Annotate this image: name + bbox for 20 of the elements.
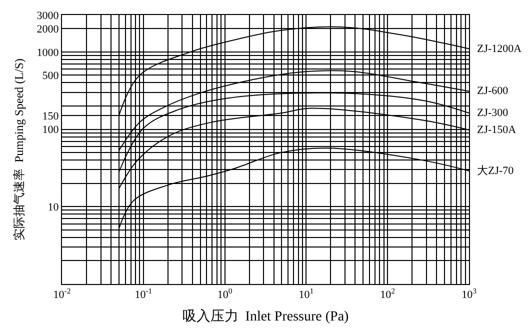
x-tick-label: 10$^{2}$ <box>380 286 396 302</box>
x-tick-label: 10$^{-2}$ <box>53 286 71 302</box>
series-label: ZJ-150A <box>477 124 516 136</box>
series-label: 大ZJ-70 <box>477 164 514 177</box>
y-tick-label: 150 <box>42 110 60 122</box>
y-tick-label: 3000 <box>36 10 60 22</box>
y-tick-label: 2000 <box>36 23 60 36</box>
series-label: ZJ-600 <box>477 85 509 97</box>
x-tick-label: 10$^{0}$ <box>217 286 232 302</box>
y-tick-label: 10 <box>48 201 60 214</box>
y-axis-title: 实际抽气速率 Pumping Speed (L/S) <box>12 58 26 240</box>
y-tick-label: 1000 <box>36 46 60 59</box>
x-tick-label: 10$^{1}$ <box>298 286 314 302</box>
y-tick-label: 100 <box>42 124 60 136</box>
x-tick-label: 10$^{-1}$ <box>134 286 152 302</box>
y-tick-label: 500 <box>42 70 60 82</box>
series-label: ZJ-300 <box>477 107 509 119</box>
series-label: ZJ-1200A <box>477 43 522 55</box>
x-tick-label: 10$^{3}$ <box>462 286 477 302</box>
x-axis-title: 吸入压力 Inlet Pressure (Pa) <box>182 308 350 324</box>
